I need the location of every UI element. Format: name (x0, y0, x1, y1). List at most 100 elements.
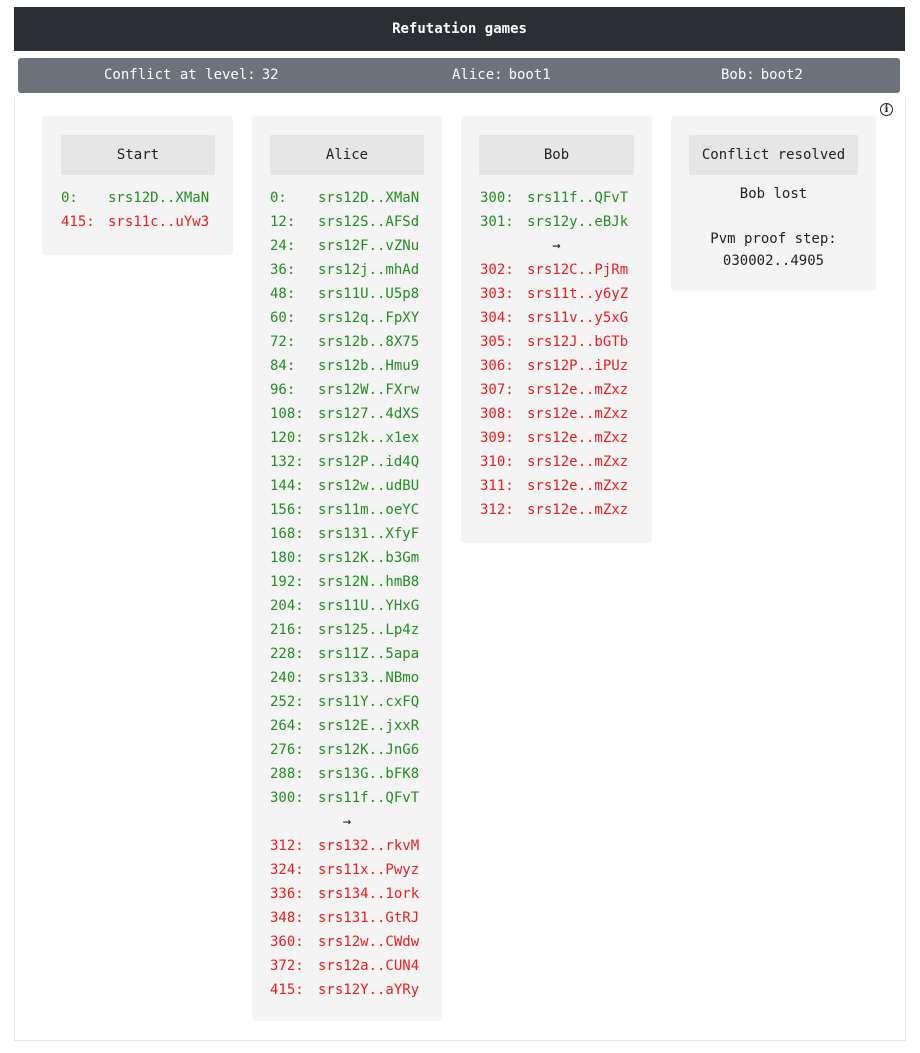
list-item: 24: srs12F..vZNu (252, 234, 442, 258)
level-number: 307: (480, 382, 514, 398)
level-number: 312: (480, 502, 514, 518)
conflict-level: Conflict at level: 32 (104, 67, 279, 83)
state-hash: srs11t..y6yZ (527, 286, 629, 302)
state-hash: srs12a..CUN4 (318, 958, 420, 974)
list-item: 415: srs11c..uYw3 (42, 210, 233, 234)
level-number: 168: (270, 526, 304, 542)
level-number: 324: (270, 862, 304, 878)
level-number: 96: (270, 382, 296, 398)
level-number: 415: (270, 982, 304, 998)
conflict-level-value: 32 (261, 67, 279, 83)
list-item: 168: srs131..XfyF (252, 522, 442, 546)
page-title: Refutation games (392, 21, 527, 37)
state-hash: srs12C..PjRm (527, 262, 629, 278)
level-number: 72: (270, 334, 296, 350)
level-number: 12: (270, 214, 296, 230)
level-number: 310: (480, 454, 514, 470)
level-number: 276: (270, 742, 304, 758)
level-number: 240: (270, 670, 304, 686)
level-number: 60: (270, 310, 296, 326)
level-number: 156: (270, 502, 304, 518)
list-item: 302: srs12C..PjRm (461, 258, 652, 282)
state-hash: srs12J..bGTb (527, 334, 629, 350)
list-item: 300: srs11f..QFvT (252, 786, 442, 810)
state-hash: srs11f..QFvT (527, 190, 629, 206)
state-hash: srs11m..oeYC (318, 502, 420, 518)
level-number: 301: (480, 214, 514, 230)
level-number: 120: (270, 430, 304, 446)
state-hash: srs12D..XMaN (318, 190, 420, 206)
arrow-right-icon: → (342, 814, 352, 830)
state-hash: srs134..1ork (318, 886, 420, 902)
list-item: 216: srs125..Lp4z (252, 618, 442, 642)
list-item: 228: srs11Z..5apa (252, 642, 442, 666)
list-item: 308: srs12e..mZxz (461, 402, 652, 426)
bob-list: 300: srs11f..QFvT 301: srs12y..eBJk → 302: srs… (461, 186, 652, 522)
list-item: 96: srs12W..FXrw (252, 378, 442, 402)
state-hash: srs12e..mZxz (527, 406, 629, 422)
level-number: 288: (270, 766, 304, 782)
state-hash: srs12e..mZxz (527, 382, 629, 398)
state-hash: srs131..XfyF (318, 526, 420, 542)
level-number: 360: (270, 934, 304, 950)
state-hash: srs12K..b3Gm (318, 550, 420, 566)
state-hash: srs12e..mZxz (527, 502, 629, 518)
level-number: 311: (480, 478, 514, 494)
list-item: 204: srs11U..YHxG (252, 594, 442, 618)
state-hash: srs11U..U5p8 (318, 286, 420, 302)
level-number: 180: (270, 550, 304, 566)
level-number: 300: (270, 790, 304, 806)
list-item: 120: srs12k..x1ex (252, 426, 442, 450)
level-number: 228: (270, 646, 304, 662)
list-item: 144: srs12w..udBU (252, 474, 442, 498)
list-item: 310: srs12e..mZxz (461, 450, 652, 474)
arrow-right-icon: → (552, 238, 561, 254)
info-icon[interactable]: i (880, 103, 893, 116)
bob-value: boot2 (760, 67, 803, 83)
state-hash: srs11Z..5apa (318, 646, 420, 662)
state-hash: srs11Y..cxFQ (318, 694, 420, 710)
state-hash: srs12w..CWdw (318, 934, 420, 950)
level-number: 264: (270, 718, 304, 734)
start-panel: Start 0: srs12D..XMaN 415: srs11c..uYw3 (42, 116, 233, 255)
level-number: 24: (270, 238, 296, 254)
resolved-panel: Conflict resolved Bob lost Pvm proof ste… (671, 116, 876, 291)
list-item: 0: srs12D..XMaN (252, 186, 442, 210)
state-hash: srs12P..id4Q (318, 454, 420, 470)
list-item: 360: srs12w..CWdw (252, 930, 442, 954)
level-number: 84: (270, 358, 296, 374)
list-item: 304: srs11v..y5xG (461, 306, 652, 330)
alice-panel: Alice 0: srs12D..XMaN 12: srs12S..AFSd 24: sr… (252, 116, 442, 1021)
bob-status: Bob: boot2 (721, 67, 803, 83)
level-number: 144: (270, 478, 304, 494)
list-item: 336: srs134..1ork (252, 882, 442, 906)
resolved-panel-title: Conflict resolved (689, 135, 858, 175)
list-item: 132: srs12P..id4Q (252, 450, 442, 474)
state-hash: srs12j..mhAd (318, 262, 420, 278)
state-hash: srs12W..FXrw (318, 382, 420, 398)
state-hash: srs12N..hmB8 (318, 574, 420, 590)
list-item: 312: srs12e..mZxz (461, 498, 652, 522)
list-item: 312: srs132..rkvM (252, 834, 442, 858)
page-header: Refutation games (14, 7, 905, 51)
level-number: 252: (270, 694, 304, 710)
state-hash: srs131..GtRJ (318, 910, 420, 926)
list-item: 348: srs131..GtRJ (252, 906, 442, 930)
list-item: 288: srs13G..bFK8 (252, 762, 442, 786)
list-item: 240: srs133..NBmo (252, 666, 442, 690)
level-number: 305: (480, 334, 514, 350)
list-item: 48: srs11U..U5p8 (252, 282, 442, 306)
level-number: 336: (270, 886, 304, 902)
level-number: 192: (270, 574, 304, 590)
list-item: 415: srs12Y..aYRy (252, 978, 442, 1002)
alice-label: Alice: (452, 67, 503, 83)
state-hash: srs11U..YHxG (318, 598, 420, 614)
state-hash: srs12S..AFSd (318, 214, 420, 230)
state-hash: srs11c..uYw3 (108, 214, 210, 230)
list-item: 252: srs11Y..cxFQ (252, 690, 442, 714)
state-hash: srs13G..bFK8 (318, 766, 420, 782)
list-item: 180: srs12K..b3Gm (252, 546, 442, 570)
state-hash: srs12Y..aYRy (318, 982, 420, 998)
state-hash: srs12K..JnG6 (318, 742, 420, 758)
state-hash: srs12F..vZNu (318, 238, 420, 254)
